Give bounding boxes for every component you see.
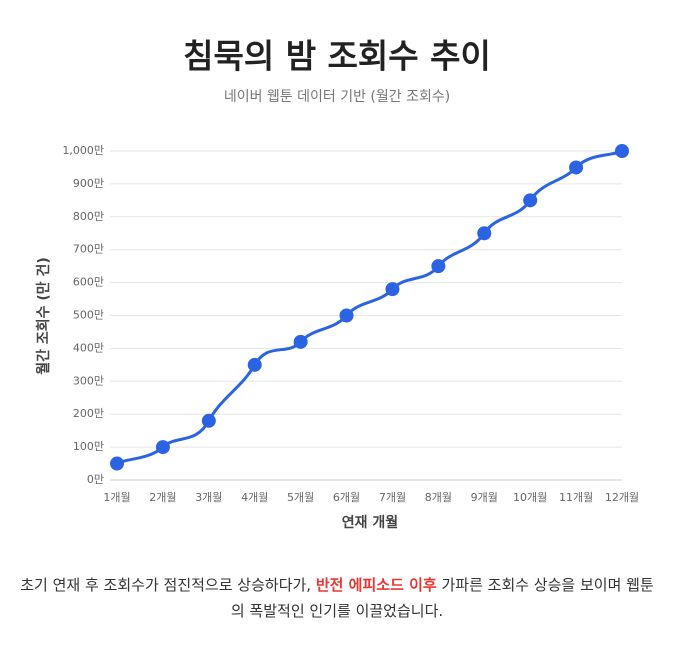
x-tick-label: 2개월 — [149, 491, 176, 504]
caption: 초기 연재 후 조회수가 점진적으로 상승하다가, 반전 에피소드 이후 가파른… — [20, 572, 654, 624]
y-tick-label: 400만 — [73, 341, 104, 354]
x-tick-label: 3개월 — [195, 491, 222, 504]
point — [431, 259, 446, 274]
y-tick-label: 0만 — [87, 473, 104, 486]
caption-text: 가파른 조회수 상승을 보이며 웹툰의 폭발적인 인기를 이끌었습니다. — [230, 576, 654, 620]
y-tick-label: 500만 — [73, 309, 104, 322]
point — [293, 334, 308, 349]
caption-highlight: 반전 에피소드 이후 — [315, 576, 437, 594]
point — [615, 144, 629, 158]
x-tick-label: 4개월 — [241, 491, 268, 504]
x-tick-label: 6개월 — [333, 491, 360, 504]
x-axis-title: 연재 개월 — [342, 514, 398, 531]
y-tick-label: 200만 — [73, 407, 104, 420]
y-tick-label: 100만 — [73, 440, 104, 453]
y-axis-title: 월간 조회수 (만 건) — [35, 257, 52, 375]
x-tick-label: 1개월 — [103, 491, 130, 504]
chart-title: 침묵의 밤 조회수 추이 — [183, 37, 491, 76]
point — [201, 413, 216, 428]
point — [569, 160, 584, 175]
point — [523, 193, 538, 208]
x-tick-label: 12개월 — [605, 491, 639, 504]
caption-text: 초기 연재 후 조회수가 점진적으로 상승하다가, — [20, 576, 316, 594]
point — [110, 456, 124, 471]
x-tick-label: 10개월 — [513, 491, 547, 504]
chart-subtitle: 네이버 웹툰 데이터 기반 (월간 조회수) — [224, 89, 450, 105]
x-tick-label: 11개월 — [559, 491, 593, 504]
point — [385, 282, 400, 297]
x-tick-label: 8개월 — [425, 491, 452, 504]
point — [477, 226, 492, 241]
y-tick-label: 1,000만 — [62, 144, 104, 157]
y-tick-label: 300만 — [73, 374, 104, 387]
chart: 침묵의 밤 조회수 추이 네이버 웹툰 데이터 기반 (월간 조회수) 연재 개… — [35, 37, 639, 532]
line — [116, 149, 623, 465]
y-tick-label: 700만 — [73, 243, 104, 256]
y-tick-label: 600만 — [73, 276, 104, 289]
point — [339, 308, 354, 323]
point — [155, 440, 170, 455]
y-tick-label: 900만 — [73, 177, 104, 190]
x-tick-label: 9개월 — [471, 491, 498, 504]
point — [247, 357, 262, 372]
y-tick-label: 800만 — [73, 210, 104, 223]
x-tick-label: 5개월 — [287, 491, 314, 504]
x-tick-label: 7개월 — [379, 491, 406, 504]
